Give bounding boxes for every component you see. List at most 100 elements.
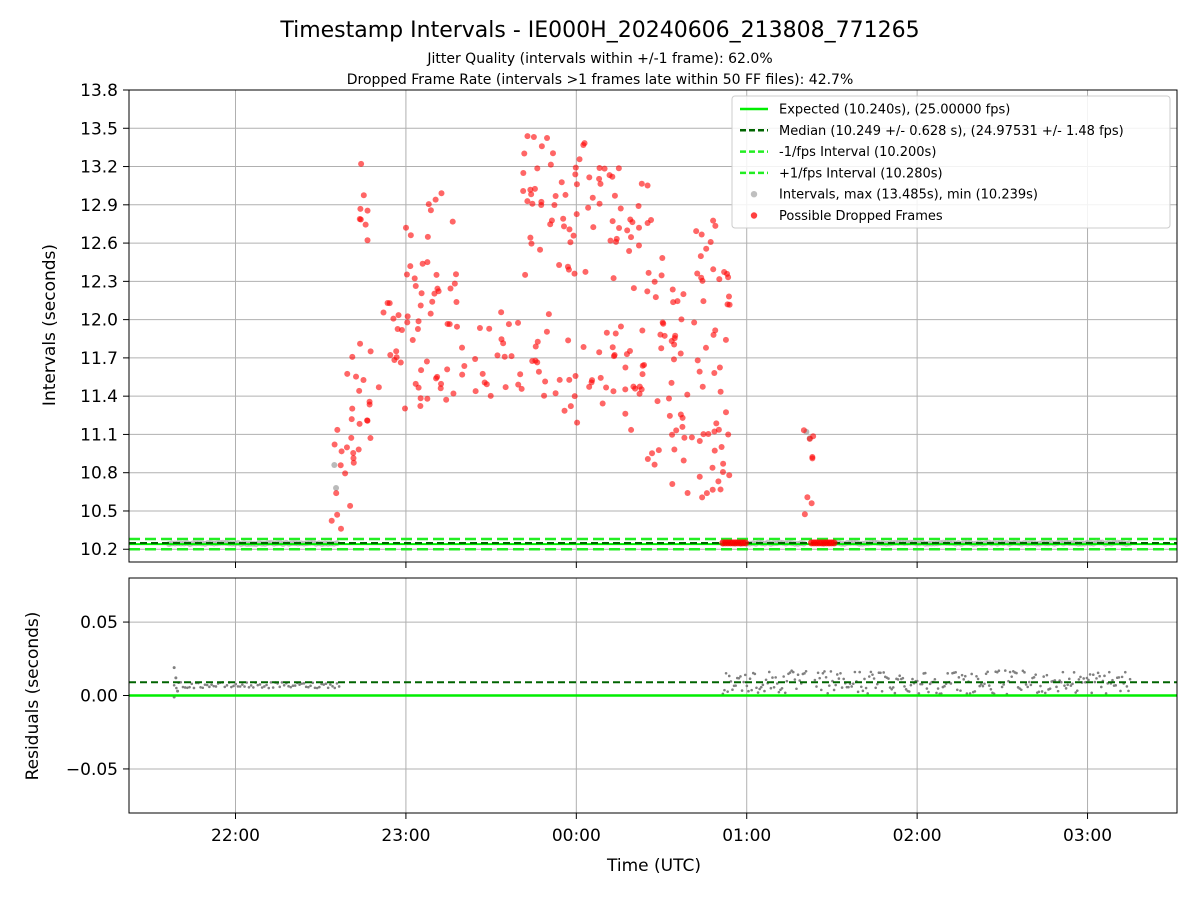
- residual-point: [983, 682, 986, 686]
- residual-point: [280, 681, 284, 684]
- dropped-frame-point: [364, 207, 371, 214]
- residual-point: [1040, 690, 1044, 693]
- dropped-frame-point: [668, 379, 675, 386]
- dropped-frame-point: [565, 337, 572, 344]
- y-tick-label: 13.5: [80, 119, 118, 139]
- dropped-frame-point: [659, 319, 666, 326]
- residual-point: [269, 681, 273, 684]
- dropped-frame-point: [407, 232, 414, 239]
- dropped-frame-point: [367, 435, 374, 442]
- dropped-frame-point: [567, 239, 574, 246]
- dropped-frame-point: [537, 246, 544, 253]
- dropped-frame-point: [427, 310, 434, 317]
- dropped-frame-point: [669, 286, 676, 293]
- y-tick-label: 12.9: [80, 196, 118, 216]
- residual-point: [1085, 676, 1089, 680]
- dropped-frame-point: [459, 371, 466, 378]
- dropped-frame-point: [623, 351, 630, 358]
- dropped-frame-point: [607, 237, 614, 244]
- dropped-frame-point: [622, 386, 629, 393]
- dropped-frame-point: [427, 207, 434, 214]
- residual-point: [729, 680, 733, 683]
- residual-point: [791, 670, 795, 674]
- dropped-frame-point: [726, 301, 733, 308]
- residual-point: [850, 685, 853, 688]
- y-tick-label: 10.5: [80, 502, 118, 522]
- residual-point: [1029, 683, 1033, 687]
- residual-point: [1066, 683, 1069, 687]
- residual-point: [322, 683, 326, 686]
- residual-point: [775, 682, 779, 685]
- dropped-frame-point: [589, 194, 596, 201]
- dropped-frame-point: [570, 232, 577, 239]
- residual-point: [205, 683, 209, 687]
- dropped-frame-point: [806, 435, 813, 442]
- dropped-frame-point: [800, 427, 807, 434]
- residual-point: [911, 677, 914, 681]
- residual-point: [898, 674, 901, 678]
- residual-point: [761, 683, 765, 687]
- dropped-frame-point: [684, 490, 691, 497]
- residual-point: [818, 676, 821, 680]
- residual-point: [174, 676, 178, 680]
- dropped-frame-point: [586, 383, 593, 390]
- dropped-frame-point: [418, 367, 425, 374]
- residual-point: [901, 676, 905, 680]
- dropped-frame-point: [628, 426, 635, 433]
- dropped-frame-point: [348, 434, 355, 441]
- residual-point: [320, 682, 323, 686]
- dropped-frame-point: [337, 525, 344, 532]
- intervals-legend: Expected (10.240s), (25.00000 fps) Median…: [731, 95, 1171, 229]
- dropped-frame-point: [350, 455, 357, 462]
- dropped-frame-point: [588, 379, 595, 386]
- dropped-frame-point: [483, 381, 490, 388]
- residual-point: [759, 685, 763, 689]
- dropped-frame-point: [622, 364, 629, 371]
- residual-point: [975, 674, 978, 678]
- dropped-frame-point: [515, 381, 522, 388]
- dropped-frame-point: [425, 201, 432, 208]
- dropped-frame-point: [433, 375, 440, 382]
- residual-point: [858, 670, 861, 674]
- residual-point: [925, 687, 929, 690]
- residual-point: [804, 669, 808, 673]
- dropped-frame-point: [362, 221, 369, 228]
- dropped-frame-point: [331, 441, 338, 448]
- dropped-frame-point: [343, 444, 350, 451]
- residual-point: [1120, 675, 1124, 679]
- residual-point: [234, 682, 238, 686]
- residual-point: [815, 685, 818, 688]
- dropped-frame-point: [715, 426, 722, 433]
- dropped-frame-point: [520, 187, 527, 194]
- residual-point: [1023, 671, 1026, 674]
- residual-point: [236, 685, 240, 688]
- residual-point: [890, 687, 893, 691]
- dropped-frame-point: [609, 173, 616, 180]
- dropped-frame-point: [538, 143, 545, 150]
- dropped-frame-point: [397, 359, 404, 366]
- dropped-frame-point: [694, 357, 701, 364]
- dropped-frame-point: [697, 253, 704, 260]
- dropped-frame-point: [648, 217, 655, 224]
- residual-point: [267, 686, 271, 690]
- residual-point: [203, 683, 207, 686]
- dropped-frame-point: [337, 462, 344, 469]
- residual-point: [981, 684, 985, 688]
- dropped-frame-point: [684, 391, 691, 398]
- dropped-frame-point: [712, 327, 719, 334]
- dropped-frame-point: [571, 270, 578, 277]
- dropped-frame-point: [438, 190, 445, 197]
- residual-point: [743, 673, 747, 677]
- dropped-frame-point: [472, 388, 479, 395]
- residual-point: [183, 686, 187, 689]
- dropped-frame-point: [543, 328, 550, 335]
- dropped-frame-point: [547, 161, 554, 168]
- dropped-frame-point: [411, 275, 418, 282]
- residual-point: [856, 690, 860, 694]
- dropped-frame-point: [419, 260, 426, 267]
- dropped-frame-point: [576, 156, 583, 163]
- dropped-frame-point: [342, 470, 349, 477]
- residual-point: [249, 684, 253, 687]
- dropped-frame-point: [566, 226, 573, 233]
- y-tick-label: 12.0: [80, 311, 118, 331]
